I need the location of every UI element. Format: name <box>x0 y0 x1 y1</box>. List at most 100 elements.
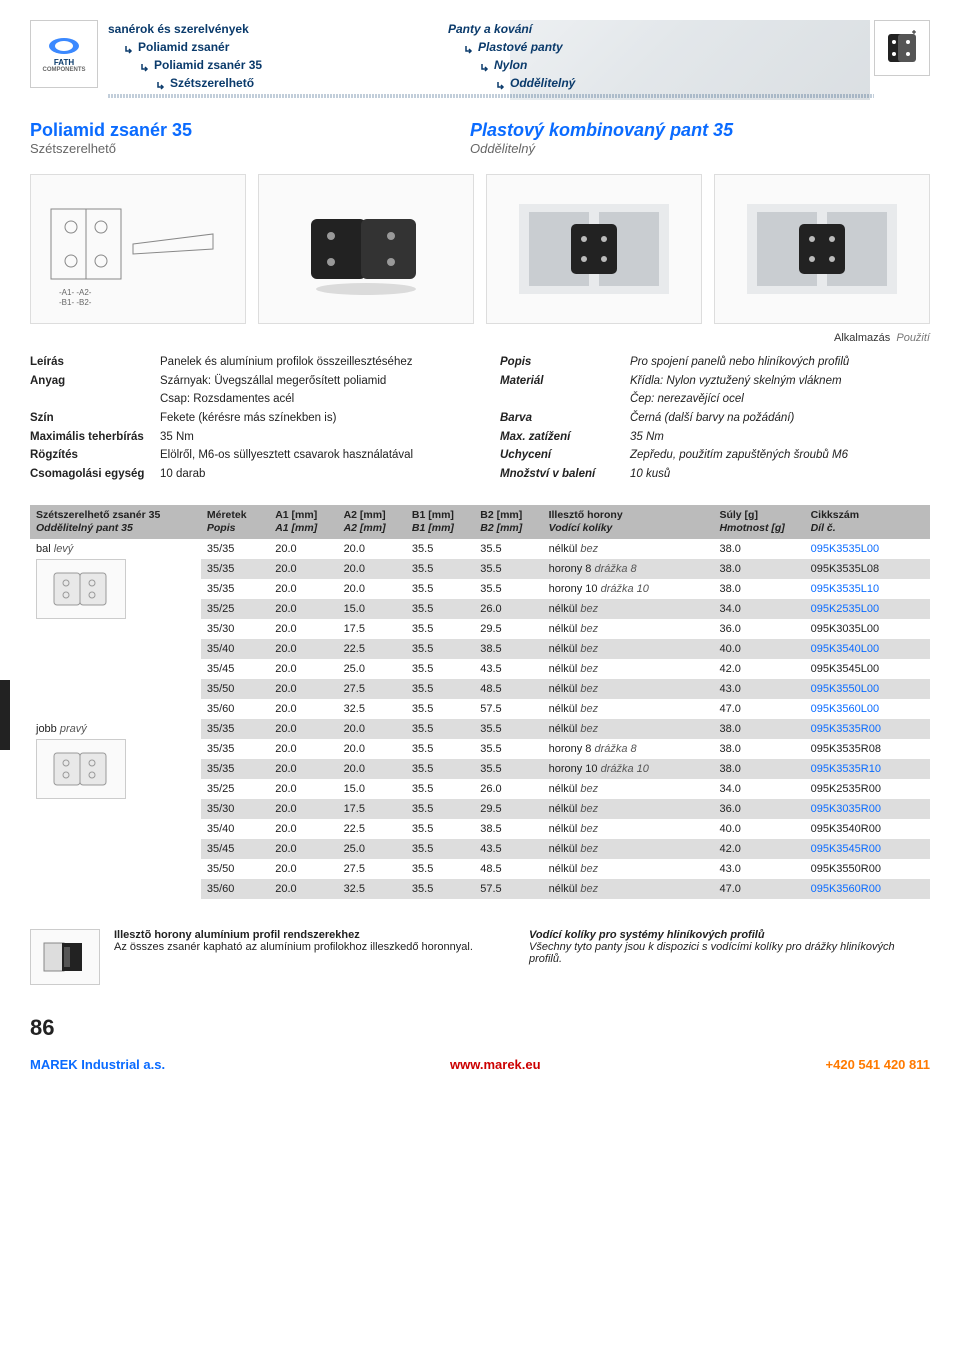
footer-url: www.marek.eu <box>450 1057 541 1072</box>
subtitle-hu: Szétszerelhető <box>30 141 470 156</box>
table-header: B2 [mm]B2 [mm] <box>474 505 542 539</box>
table-group-head: jobb pravý <box>30 719 201 899</box>
spec-label: Množství v balení <box>500 466 630 483</box>
table-cell: 35.5 <box>406 699 474 719</box>
header: FATH COMPONENTS sanérok és szerelvényekP… <box>30 20 930 110</box>
table-cell: 42.0 <box>713 839 804 859</box>
spec-value: Elölről, M6-os süllyesztett csavarok has… <box>160 447 460 464</box>
table-cell: 22.5 <box>338 639 406 659</box>
table-header: A2 [mm]A2 [mm] <box>338 505 406 539</box>
breadcrumb-item: Oddělitelný <box>448 74 708 92</box>
table-cell: 34.0 <box>713 779 804 799</box>
table-cell-code: 095K3535L10 <box>805 579 930 599</box>
table-cell: nélkül bez <box>543 859 714 879</box>
table-cell: 22.5 <box>338 819 406 839</box>
table-cell: 20.0 <box>338 579 406 599</box>
table-cell: 35/60 <box>201 879 269 899</box>
table-cell: horony 8 drážka 8 <box>543 739 714 759</box>
spec-value: Fekete (kérésre más színekben is) <box>160 410 460 427</box>
table-cell: 42.0 <box>713 659 804 679</box>
spec-label: Barva <box>500 410 630 427</box>
title-hu: Poliamid zsanér 35 <box>30 120 470 141</box>
table-cell-code: 095K3035R00 <box>805 799 930 819</box>
logo: FATH COMPONENTS <box>30 20 98 88</box>
spec-value: Panelek és alumínium profilok összeilles… <box>160 354 460 371</box>
table-cell: nélkül bez <box>543 659 714 679</box>
table-cell: nélkül bez <box>543 619 714 639</box>
table-cell: 20.0 <box>269 859 337 879</box>
side-tab <box>0 680 10 750</box>
table-header: A1 [mm]A1 [mm] <box>269 505 337 539</box>
table-cell: 29.5 <box>474 619 542 639</box>
breadcrumb-item: Poliamid zsanér 35 <box>108 56 448 74</box>
table-cell: 15.0 <box>338 599 406 619</box>
table-cell-code: 095K3545R00 <box>805 839 930 859</box>
breadcrumb-item: Poliamid zsanér <box>108 38 448 56</box>
table-cell-code: 095K3035L00 <box>805 619 930 639</box>
table-cell: 35.5 <box>406 759 474 779</box>
table-header: Illesztő horonyVodící kolíky <box>543 505 714 539</box>
breadcrumb-item: Plastové panty <box>448 38 708 56</box>
table-cell: 35.5 <box>406 639 474 659</box>
table-cell: 20.0 <box>338 739 406 759</box>
table-row: jobb pravý35/3520.020.035.535.5nélkül be… <box>30 719 930 739</box>
table-cell: horony 8 drážka 8 <box>543 559 714 579</box>
table-cell: 47.0 <box>713 699 804 719</box>
table-cell: 47.0 <box>713 879 804 899</box>
table-cell-code: 095K3535R08 <box>805 739 930 759</box>
table-cell: 35/25 <box>201 779 269 799</box>
table-cell: 27.5 <box>338 859 406 879</box>
table-cell: 35/45 <box>201 839 269 859</box>
table-cell: nélkül bez <box>543 539 714 559</box>
table-cell: 20.0 <box>269 559 337 579</box>
title-cz: Plastový kombinovaný pant 35 <box>470 120 910 141</box>
table-cell: nélkül bez <box>543 639 714 659</box>
table-cell: 27.5 <box>338 679 406 699</box>
spec-label: Maximális teherbírás <box>30 429 160 446</box>
table-cell: nélkül bez <box>543 839 714 859</box>
header-product-icon <box>874 20 930 76</box>
table-cell: 20.0 <box>269 639 337 659</box>
table-cell: 25.0 <box>338 659 406 679</box>
table-cell: 20.0 <box>269 719 337 739</box>
breadcrumb-left: sanérok és szerelvényekPoliamid zsanérPo… <box>108 20 448 92</box>
footer: MAREK Industrial a.s. www.marek.eu +420 … <box>0 1051 960 1084</box>
spec-value: Čep: nerezavějící ocel <box>630 391 930 408</box>
table-cell: 35.5 <box>406 539 474 559</box>
table-cell: 43.0 <box>713 679 804 699</box>
table-group-head: bal levý <box>30 539 201 719</box>
spec-label: Csomagolási egység <box>30 466 160 483</box>
table-cell-code: 095K3540L00 <box>805 639 930 659</box>
table-cell: 35/45 <box>201 659 269 679</box>
table-cell: 43.5 <box>474 659 542 679</box>
logo-text2: COMPONENTS <box>42 67 85 73</box>
table-cell: 35.5 <box>406 619 474 639</box>
table-cell: 38.0 <box>713 739 804 759</box>
table-cell: 20.0 <box>269 619 337 639</box>
note-cz: Vodící kolíky pro systémy hliníkových pr… <box>529 929 930 965</box>
photo-mounted-1 <box>486 174 702 324</box>
spec-value: 35 Nm <box>160 429 460 446</box>
table-cell: horony 10 drážka 10 <box>543 759 714 779</box>
spec-label: Materiál <box>500 373 630 390</box>
spec-label: Szín <box>30 410 160 427</box>
table-cell: nélkül bez <box>543 719 714 739</box>
footer-company: MAREK Industrial a.s. <box>30 1057 165 1072</box>
spec-label <box>500 391 630 408</box>
table-cell: 20.0 <box>338 719 406 739</box>
table-cell: 35/35 <box>201 539 269 559</box>
titles: Poliamid zsanér 35 Szétszerelhető Plasto… <box>30 120 930 156</box>
table-cell: 57.5 <box>474 699 542 719</box>
table-cell: 20.0 <box>269 839 337 859</box>
table-cell: 26.0 <box>474 779 542 799</box>
table-cell: 35/35 <box>201 559 269 579</box>
table-cell: 20.0 <box>269 739 337 759</box>
table-header: Súly [g]Hmotnost [g] <box>713 505 804 539</box>
footer-phone: +420 541 420 811 <box>826 1057 930 1072</box>
table-cell: nélkül bez <box>543 599 714 619</box>
table-cell: 35.5 <box>406 559 474 579</box>
table-cell: 20.0 <box>269 599 337 619</box>
subtitle-cz: Oddělitelný <box>470 141 910 156</box>
table-cell: 20.0 <box>338 559 406 579</box>
table-cell: 35.5 <box>474 759 542 779</box>
